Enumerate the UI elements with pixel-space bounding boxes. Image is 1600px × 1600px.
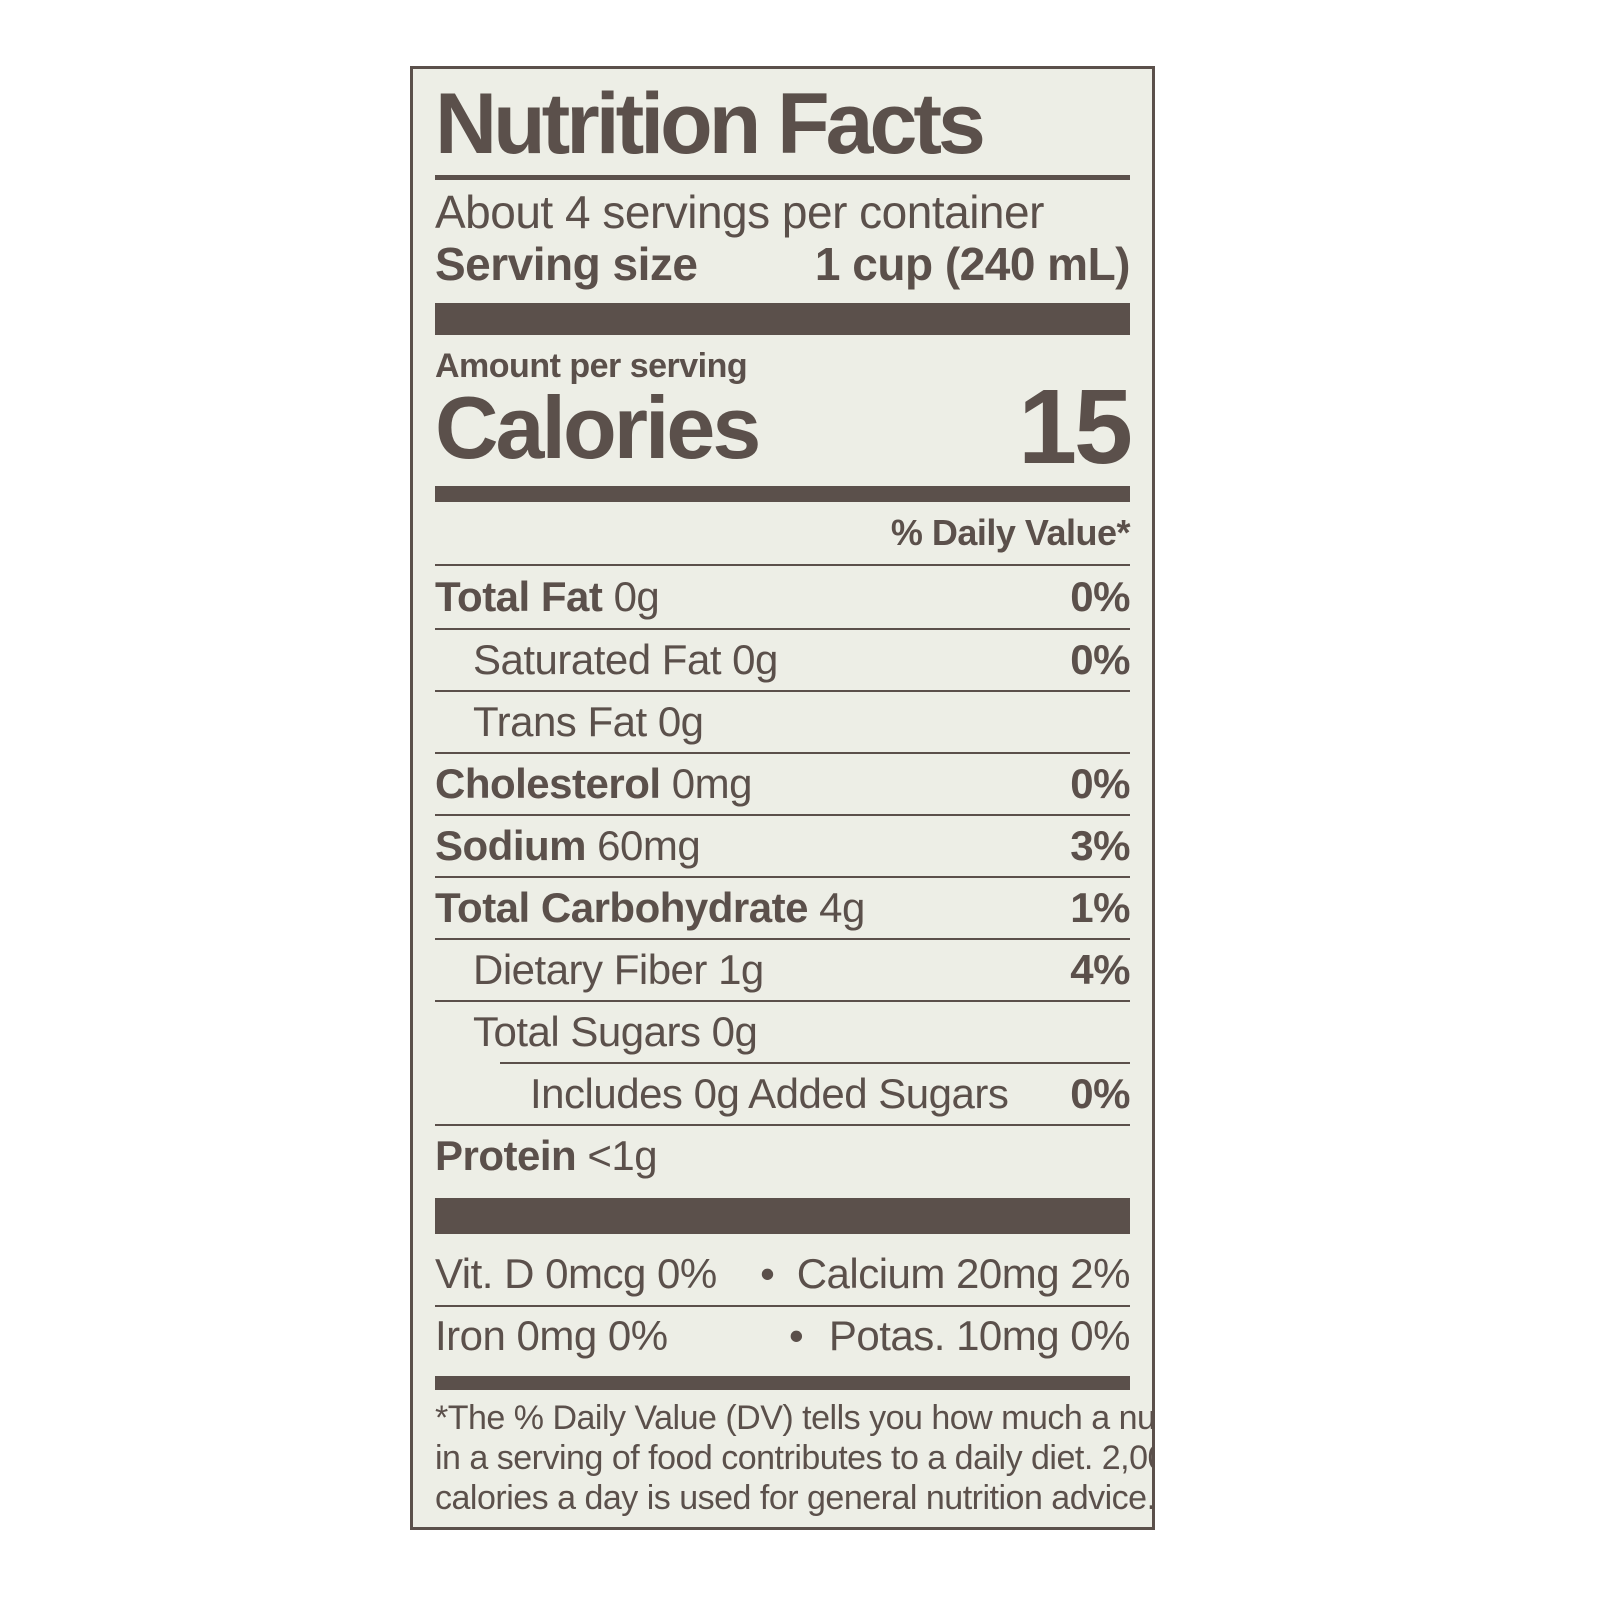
nutrient-name: Total Sugars 0g	[473, 1007, 758, 1055]
footnote-line: *The % Daily Value (DV) tells you how mu…	[435, 1398, 1155, 1437]
nutrient-amount: 0mg	[671, 759, 753, 807]
nutrient-name: Includes 0g Added Sugars	[530, 1069, 1009, 1117]
nutrient-name: Total Carbohydrate 4g	[435, 883, 865, 931]
nutrient-dv: 3%	[1070, 821, 1130, 869]
nutrient-row-added-sugars: Includes 0g Added Sugars 0%	[500, 1061, 1130, 1124]
micronutrient-left: Vit. D 0mcg 0%	[435, 1250, 717, 1298]
calories-row: Calories 15	[435, 367, 1133, 486]
micronutrient-right: Calcium 20mg 2%	[796, 1250, 1131, 1298]
micronutrient-rows: Vit. D 0mcg 0% • Calcium 20mg 2% Iron 0m…	[435, 1244, 1131, 1366]
nutrient-dv: 4%	[1070, 945, 1130, 993]
section-divider-bar	[435, 1197, 1130, 1234]
calories-label: Calories	[435, 377, 761, 477]
bullet-separator: •	[788, 1312, 804, 1360]
nutrient-row-trans-fat: Trans Fat 0g	[435, 689, 1130, 752]
nutrient-amount: 60mg	[597, 821, 701, 869]
nutrient-row-dietary-fiber: Dietary Fiber 1g 4%	[435, 937, 1130, 1000]
nutrient-row-sodium: Sodium 60mg 3%	[435, 813, 1130, 876]
calories-value: 15	[1018, 367, 1133, 486]
nutrient-dv: 0%	[1070, 1069, 1130, 1117]
nutrient-dv: 0%	[1070, 759, 1130, 807]
serving-size-row: Serving size 1 cup (240 mL)	[435, 238, 1131, 291]
label-title: Nutrition Facts	[435, 81, 1130, 180]
daily-value-header: % Daily Value*	[435, 502, 1131, 566]
nutrient-amount: 4g	[819, 883, 865, 931]
micronutrient-row: Iron 0mg 0% • Potas. 10mg 0%	[435, 1304, 1131, 1366]
nutrient-dv: 0%	[1070, 635, 1130, 683]
nutrient-name: Protein <1g	[435, 1131, 658, 1179]
nutrient-amount: <1g	[587, 1131, 658, 1179]
nutrient-rows: Total Fat 0g 0% Saturated Fat 0g 0% Tran…	[435, 566, 1130, 1186]
serving-size-value: 1 cup (240 mL)	[814, 238, 1131, 291]
nutrient-amount: 0g	[657, 697, 704, 745]
nutrient-name: Total Fat 0g	[435, 572, 660, 620]
micronutrient-left: Iron 0mg 0%	[435, 1312, 668, 1360]
nutrition-label: Nutrition Facts About 4 servings per con…	[410, 66, 1155, 1530]
nutrient-row-protein: Protein <1g	[435, 1123, 1130, 1186]
nutrient-row-saturated-fat: Saturated Fat 0g 0%	[435, 627, 1130, 690]
nutrient-name: Sodium 60mg	[435, 821, 701, 869]
servings-per-container: About 4 servings per container	[435, 186, 1044, 238]
nutrient-dv: 0%	[1070, 572, 1130, 620]
nutrient-amount: 0g	[711, 1007, 758, 1055]
nutrient-dv: 1%	[1070, 883, 1130, 931]
calories-divider-bar	[435, 485, 1130, 502]
nutrient-name: Dietary Fiber 1g	[473, 945, 764, 993]
amount-per-serving-label: Amount per serving	[435, 346, 748, 385]
nutrient-row-cholesterol: Cholesterol 0mg 0%	[435, 751, 1130, 814]
footnote: *The % Daily Value (DV) tells you how mu…	[435, 1398, 1155, 1518]
nutrient-row-total-fat: Total Fat 0g 0%	[435, 566, 1130, 628]
nutrient-name: Cholesterol 0mg	[435, 759, 753, 807]
section-divider-bar	[435, 302, 1130, 335]
nutrient-row-total-sugars: Total Sugars 0g	[435, 999, 1130, 1062]
micronutrient-row: Vit. D 0mcg 0% • Calcium 20mg 2%	[435, 1244, 1131, 1305]
nutrient-row-total-carbohydrate: Total Carbohydrate 4g 1%	[435, 875, 1130, 938]
nutrient-amount: 1g	[718, 945, 764, 993]
nutrient-name: Saturated Fat 0g	[473, 635, 778, 683]
nutrient-name: Trans Fat 0g	[473, 697, 704, 745]
bullet-separator: •	[760, 1250, 775, 1298]
serving-size-label: Serving size	[435, 238, 698, 291]
nutrient-amount: 0g	[613, 572, 660, 620]
nutrient-amount: 0g	[732, 635, 778, 683]
micronutrient-right: Potas. 10mg 0%	[828, 1312, 1131, 1360]
footnote-line: in a serving of food contributes to a da…	[435, 1439, 1155, 1478]
section-divider-bar	[435, 1375, 1130, 1390]
footnote-line: calories a day is used for general nutri…	[435, 1479, 1155, 1518]
